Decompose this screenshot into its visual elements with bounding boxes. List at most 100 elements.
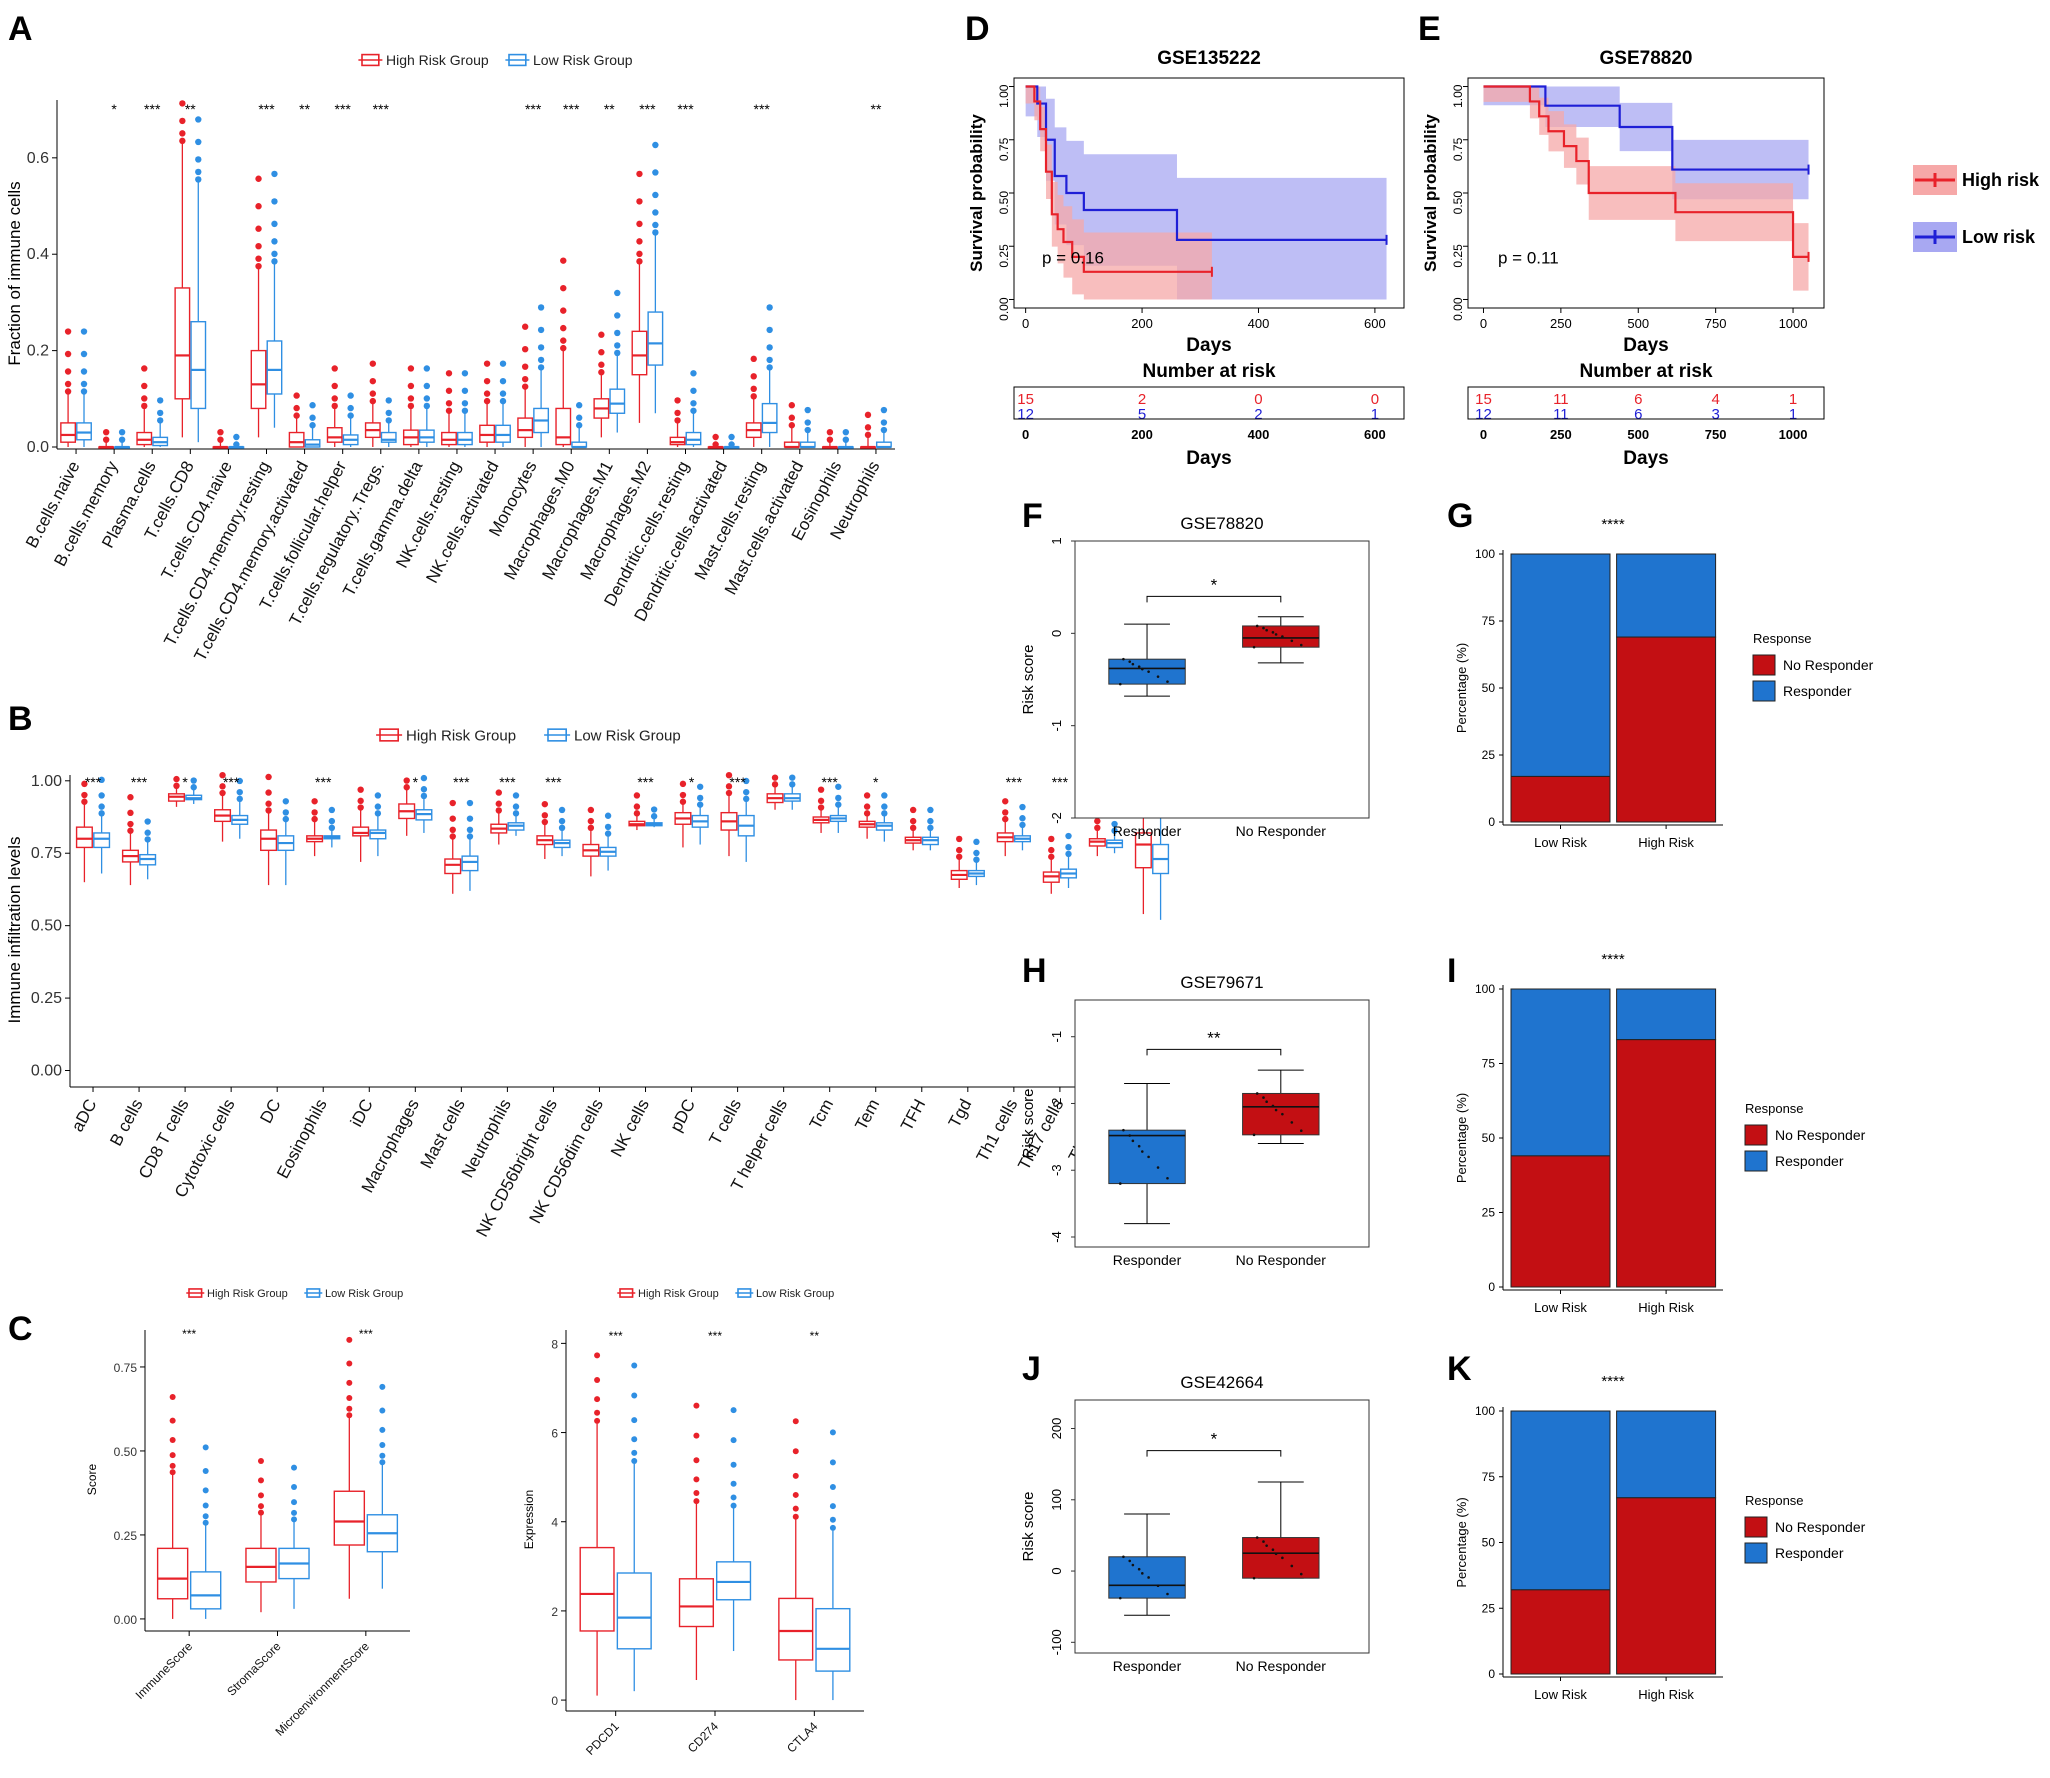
panel-K: **** 0 25 50 75 100 Percentage (%) Low Risk High… bbox=[1454, 1373, 1866, 1702]
outlier-point bbox=[127, 820, 134, 828]
outlier-point bbox=[750, 385, 757, 393]
outlier-point bbox=[81, 798, 88, 805]
bar-no-responder bbox=[1510, 1155, 1611, 1288]
box-iqr bbox=[461, 855, 479, 872]
significance-label: *** bbox=[335, 101, 352, 117]
outlier-point bbox=[842, 428, 850, 436]
outlier-point bbox=[466, 799, 474, 807]
outlier-point bbox=[817, 804, 825, 811]
box-iqr bbox=[93, 832, 111, 849]
outlier-point bbox=[449, 815, 456, 822]
outlier-point bbox=[369, 360, 377, 367]
jitter-point bbox=[1128, 1134, 1132, 1137]
y-tick-label: 1.00 bbox=[31, 773, 62, 790]
jitter-point bbox=[1265, 1544, 1268, 1547]
y-tick-label: 0.50 bbox=[31, 918, 62, 935]
significance-bracket bbox=[1146, 1450, 1282, 1457]
category-label: High Risk bbox=[1638, 1300, 1694, 1315]
outlier-point bbox=[379, 1407, 386, 1414]
significance-label: *** bbox=[315, 774, 332, 790]
category-label: Low Risk bbox=[1534, 1300, 1587, 1315]
y-tick-label: -2 bbox=[1049, 1098, 1064, 1110]
outlier-point bbox=[271, 198, 278, 205]
outlier-point bbox=[195, 138, 202, 146]
outlier-point bbox=[331, 382, 338, 390]
significance-label: ** bbox=[604, 101, 615, 117]
outlier-point bbox=[1048, 835, 1055, 843]
outlier-point bbox=[956, 835, 963, 843]
y-tick-label: 50 bbox=[1482, 681, 1496, 695]
outlier-point bbox=[98, 792, 105, 799]
outlier-point bbox=[483, 397, 491, 405]
outlier-point bbox=[1019, 821, 1026, 829]
low-box bbox=[1013, 803, 1031, 851]
outlier-point bbox=[835, 783, 842, 790]
x-tick-label: 1000 bbox=[1779, 316, 1808, 331]
jitter-point bbox=[1122, 657, 1125, 661]
bar-responder bbox=[1616, 988, 1717, 1041]
bar-no-responder bbox=[1510, 1589, 1611, 1675]
outlier-point bbox=[179, 130, 186, 137]
box-iqr bbox=[715, 1561, 752, 1601]
high-box bbox=[674, 780, 692, 848]
low-box bbox=[715, 1407, 752, 1652]
risk-table-title: Number at risk bbox=[1579, 361, 1712, 382]
low-box bbox=[685, 370, 702, 447]
y-axis-title: Percentage (%) bbox=[1454, 1093, 1469, 1183]
km-title: GSE78820 bbox=[1600, 48, 1693, 69]
outlier-point bbox=[309, 422, 316, 429]
box-iqr bbox=[189, 1571, 222, 1610]
low-box bbox=[277, 798, 295, 886]
outlier-point bbox=[282, 798, 289, 805]
outlier-point bbox=[379, 1452, 386, 1459]
outlier-point bbox=[696, 794, 704, 802]
outlier-point bbox=[743, 795, 750, 803]
outlier-point bbox=[829, 1429, 836, 1436]
jitter-point bbox=[1252, 1133, 1256, 1137]
outlier-point bbox=[512, 792, 520, 799]
outlier-point bbox=[144, 829, 151, 836]
jitter-point bbox=[1281, 1556, 1284, 1560]
outlier-point bbox=[771, 781, 779, 788]
high-box bbox=[821, 428, 838, 449]
low-box bbox=[93, 776, 111, 874]
high-box bbox=[555, 257, 572, 447]
outlier-point bbox=[835, 794, 842, 802]
y-axis-title: Survival probability bbox=[967, 114, 986, 272]
plot-frame bbox=[1074, 999, 1370, 1248]
y-tick-label: 75 bbox=[1482, 1057, 1496, 1071]
outlier-point bbox=[792, 1448, 799, 1455]
y-tick-label: 200 bbox=[1049, 1418, 1064, 1440]
high-box bbox=[582, 806, 600, 877]
panel-J: GSE42664 -100 0 100 200 Risk score Responder No… bbox=[1020, 1373, 1370, 1674]
outlier-point bbox=[379, 1383, 386, 1390]
box-iqr bbox=[333, 1490, 366, 1546]
outlier-point bbox=[835, 801, 842, 808]
outlier-point bbox=[257, 1457, 264, 1464]
risk-low-count: 2 bbox=[1254, 406, 1262, 423]
outlier-point bbox=[169, 1437, 176, 1444]
x-tick-label: 0 bbox=[1480, 316, 1487, 331]
y-tick-label: 0.00 bbox=[1451, 297, 1465, 321]
outlier-point bbox=[423, 402, 431, 410]
outlier-point bbox=[195, 168, 202, 176]
y-tick-label: 100 bbox=[1475, 1404, 1495, 1418]
risk-low-count: 12 bbox=[1475, 406, 1492, 423]
y-axis-title: Score bbox=[85, 1464, 99, 1496]
significance-label: *** bbox=[85, 774, 102, 790]
outlier-point bbox=[369, 390, 377, 397]
outlier-point bbox=[265, 773, 272, 781]
jitter-point bbox=[1156, 1166, 1160, 1169]
outlier-point bbox=[179, 100, 186, 107]
high-box bbox=[75, 780, 93, 883]
outlier-point bbox=[631, 1449, 638, 1456]
outlier-point bbox=[202, 1468, 209, 1475]
risk-low-count: 11 bbox=[1553, 406, 1569, 423]
outlier-point bbox=[679, 798, 687, 805]
outlier-point bbox=[156, 409, 164, 417]
legend-label: Low risk bbox=[1962, 227, 2036, 247]
low-box bbox=[366, 1383, 399, 1589]
y-tick-label: 0.75 bbox=[1451, 137, 1465, 161]
outlier-point bbox=[141, 365, 148, 372]
y-axis-title: Percentage (%) bbox=[1454, 1497, 1469, 1587]
